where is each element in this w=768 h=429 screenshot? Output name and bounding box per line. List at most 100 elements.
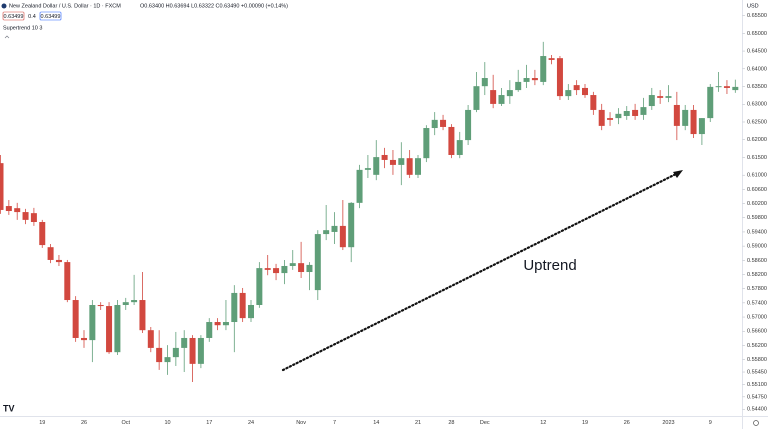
candle-body — [456, 140, 463, 155]
candle-body — [97, 304, 104, 307]
candle-body — [331, 225, 338, 232]
candle-body — [156, 347, 163, 363]
buy-box[interactable] — [39, 11, 62, 21]
x-tick-label: Dec — [480, 420, 490, 426]
candle-body — [356, 169, 363, 203]
candle-body — [231, 292, 238, 323]
x-tick-label: 26 — [81, 420, 87, 426]
collapse-icon[interactable] — [4, 35, 10, 39]
candle-body — [147, 330, 154, 348]
candle-body — [348, 202, 355, 248]
candle-body — [640, 107, 647, 115]
candle-body — [189, 337, 196, 364]
candle-body — [490, 90, 497, 104]
settings-icon[interactable] — [753, 420, 759, 426]
candle-body — [164, 357, 171, 363]
candle-body — [197, 337, 204, 364]
candle-body — [698, 118, 705, 135]
y-tick-label: 0.54400 — [747, 407, 767, 413]
candle-body — [181, 337, 188, 348]
candle-body — [5, 206, 12, 212]
candle-body — [39, 222, 46, 246]
symbol-icon — [1, 3, 7, 9]
candle-body — [540, 56, 547, 82]
candle-body — [657, 96, 664, 98]
candle-body — [172, 347, 179, 358]
y-tick-label: 0.55450 — [747, 369, 767, 375]
candle-body — [481, 78, 488, 87]
y-tick-label: 0.59800 — [747, 215, 767, 221]
candle-body — [573, 85, 580, 91]
candle-body — [548, 58, 555, 60]
candle-body — [30, 213, 37, 223]
candle-body — [289, 263, 296, 266]
candle-body — [690, 109, 697, 135]
candle-body — [531, 78, 538, 81]
logo: TV — [3, 403, 15, 413]
y-tick-label: 0.56200 — [747, 343, 767, 349]
candle-body — [0, 163, 4, 210]
buy-price: 0.63499 — [41, 14, 61, 20]
candle-body — [122, 302, 129, 305]
candle-body — [648, 95, 655, 107]
trend-arrow — [281, 172, 678, 372]
candle-body — [248, 304, 254, 319]
y-tick-label: 0.56600 — [747, 329, 767, 335]
indicator-label: Supertrend 10 3 — [3, 25, 42, 31]
candle-body — [114, 304, 121, 353]
y-tick-label: 0.57400 — [747, 300, 767, 306]
candle-body — [206, 322, 213, 338]
candle-body — [106, 306, 113, 353]
y-tick-label: 0.65500 — [747, 13, 767, 19]
x-tick-label: 10 — [164, 420, 170, 426]
candle-body — [682, 109, 689, 126]
candle-body — [732, 86, 739, 91]
candle-body — [715, 86, 722, 88]
ohlc-legend: O0.63400 H0.63694 L0.63322 C0.63490 +0.0… — [140, 3, 288, 9]
y-tick-label: 0.64000 — [747, 66, 767, 72]
y-tick-label: 0.61500 — [747, 155, 767, 161]
candle-body — [81, 337, 87, 341]
x-tick-label: 26 — [624, 420, 630, 426]
candle-body — [498, 95, 505, 104]
x-tick-label: 21 — [415, 420, 421, 426]
y-tick-label: 0.63500 — [747, 84, 767, 90]
candle-body — [131, 300, 138, 303]
candle-body — [440, 119, 447, 127]
chart-title: New Zealand Dollar / U.S. Dollar · 1D · … — [9, 3, 121, 9]
candle-body — [406, 158, 413, 175]
y-tick-label: 0.54750 — [747, 394, 767, 400]
candle-body — [264, 268, 271, 270]
y-tick-label: 0.57000 — [747, 315, 767, 321]
candle-body — [389, 159, 396, 165]
y-tick-label: 0.59000 — [747, 244, 767, 250]
candle-body — [314, 234, 321, 291]
candle-body — [723, 86, 730, 88]
candle-body — [598, 109, 605, 126]
y-tick-label: 0.63000 — [747, 102, 767, 108]
candle-body — [323, 230, 330, 235]
candle-body — [506, 90, 513, 97]
y-tick-label: 0.60600 — [747, 187, 767, 193]
x-tick-label: 19 — [39, 420, 45, 426]
y-tick-label: 0.58200 — [747, 272, 767, 278]
spread: 0.4 — [28, 14, 36, 20]
x-tick-label: 2023 — [662, 420, 674, 426]
candle-body — [64, 262, 71, 301]
candle-body — [239, 292, 246, 319]
x-tick-label: 19 — [582, 420, 588, 426]
y-tick-label: 0.57800 — [747, 286, 767, 292]
candle-body — [423, 128, 430, 159]
candle-body — [465, 109, 472, 141]
x-tick-label: 24 — [248, 420, 254, 426]
currency-label: USD — [747, 3, 759, 9]
y-tick-label: 0.65000 — [747, 31, 767, 37]
candle-body — [281, 265, 288, 274]
y-tick-label: 0.58600 — [747, 258, 767, 264]
sell-box[interactable] — [2, 11, 25, 21]
candle-body — [582, 87, 588, 96]
candle-body — [214, 322, 221, 326]
candle-body — [139, 300, 146, 331]
